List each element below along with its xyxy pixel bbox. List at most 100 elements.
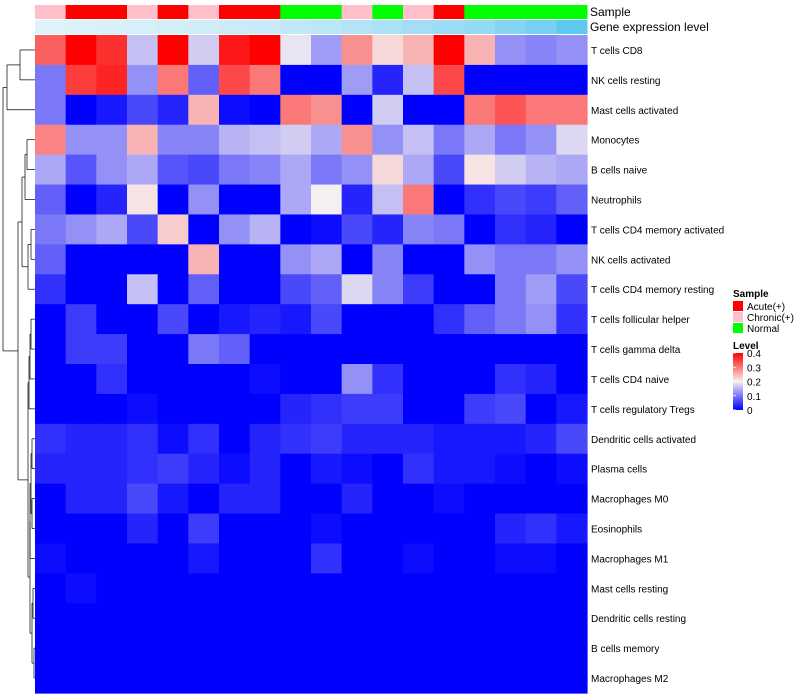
heatmap-cell	[525, 364, 557, 395]
heatmap-cell	[464, 663, 496, 694]
heatmap-cell	[219, 423, 251, 455]
heatmap-cell	[311, 154, 343, 186]
row-label: Plasma cells	[591, 465, 647, 476]
heatmap-cell	[127, 543, 159, 574]
heatmap-cell	[372, 64, 404, 96]
row-label: Macrophages M1	[591, 554, 669, 565]
heatmap-cell	[372, 154, 404, 186]
heatmap-cell	[341, 573, 373, 604]
heatmap-cell	[464, 184, 496, 216]
heatmap-cell	[556, 214, 588, 245]
heatmap-cell	[525, 393, 557, 425]
heatmap-cell	[249, 64, 281, 96]
heatmap-cell	[127, 513, 159, 545]
heatmap-cell	[341, 35, 373, 66]
heatmap-cell	[311, 334, 343, 365]
heatmap-cell	[311, 64, 343, 96]
heatmap-cell	[464, 304, 496, 335]
legend-swatch	[733, 301, 743, 311]
heatmap-cell	[280, 393, 312, 425]
heatmap-cell	[372, 304, 404, 335]
heatmap-cell	[525, 154, 557, 186]
heatmap-cell	[219, 543, 251, 574]
heatmap-cell	[249, 334, 281, 365]
heatmap-cell	[556, 663, 588, 694]
heatmap-cell	[127, 573, 159, 604]
heatmap-cell	[35, 364, 67, 395]
heatmap-cell	[464, 35, 496, 66]
heatmap-cell	[403, 423, 435, 455]
heatmap-cell	[35, 35, 67, 66]
sample-annotation-cell	[127, 5, 159, 19]
heatmap-cell	[341, 64, 373, 96]
heatmap-cell	[280, 633, 312, 664]
heatmap-cell	[403, 35, 435, 66]
heatmap-cell	[433, 423, 465, 455]
heatmap-cell	[127, 64, 159, 96]
heatmap-cell	[157, 214, 189, 245]
heatmap-cell	[525, 573, 557, 604]
heatmap-cell	[249, 423, 281, 455]
heatmap-cell	[311, 483, 343, 515]
heatmap-cell	[127, 244, 159, 275]
row-label: T cells follicular helper	[591, 315, 690, 326]
heatmap-cell	[341, 663, 373, 694]
heatmap-cell	[556, 274, 588, 305]
heatmap-cell	[525, 184, 557, 216]
gene-annotation-cell	[525, 20, 557, 34]
heatmap-cell	[495, 423, 527, 455]
heatmap-cell	[525, 334, 557, 365]
heatmap-cell	[556, 453, 588, 485]
heatmap-cell	[403, 334, 435, 365]
row-label: T cells gamma delta	[591, 345, 681, 356]
heatmap-cell	[157, 573, 189, 604]
sample-annotation-cell	[372, 5, 404, 19]
heatmap-cell	[96, 124, 128, 156]
sample-annotation-cell	[35, 5, 67, 19]
heatmap-cell	[219, 453, 251, 485]
heatmap-cell	[127, 94, 159, 126]
heatmap-cell	[341, 244, 373, 275]
heatmap-cell	[311, 35, 343, 66]
heatmap-cell	[280, 423, 312, 455]
heatmap-cell	[495, 513, 527, 545]
heatmap-cell	[219, 393, 251, 425]
heatmap-cell	[495, 35, 527, 66]
heatmap-cell	[35, 154, 67, 186]
legend-entry-label: Normal	[747, 324, 779, 335]
heatmap-cell	[372, 274, 404, 305]
heatmap-cell	[35, 94, 67, 126]
heatmap-cell	[525, 64, 557, 96]
heatmap-cell	[341, 214, 373, 245]
heatmap-cell	[525, 483, 557, 515]
heatmap-cell	[372, 453, 404, 485]
heatmap-cell	[280, 94, 312, 126]
gene-annotation-cell	[188, 20, 220, 34]
row-label: B cells naive	[591, 166, 648, 177]
heatmap-cell	[127, 423, 159, 455]
heatmap-cell	[311, 364, 343, 395]
heatmap-cell	[495, 573, 527, 604]
heatmap-cell	[464, 513, 496, 545]
heatmap-cell	[525, 633, 557, 664]
gene-annotation-cell	[280, 20, 312, 34]
heatmap-cell	[65, 304, 97, 335]
heatmap-cell	[249, 244, 281, 275]
heatmap-cell	[433, 513, 465, 545]
heatmap-cell	[311, 453, 343, 485]
row-label: Macrophages M0	[591, 495, 669, 506]
gene-annotation-label: Gene expression level	[590, 20, 709, 34]
heatmap-cell	[556, 154, 588, 186]
heatmap-cell	[525, 244, 557, 275]
heatmap-cell	[495, 304, 527, 335]
heatmap-cell	[219, 663, 251, 694]
heatmap-cell	[556, 603, 588, 634]
heatmap-cell	[464, 244, 496, 275]
heatmap-cell	[372, 603, 404, 634]
row-label: T cells CD8	[591, 46, 643, 57]
heatmap-cell	[495, 184, 527, 216]
heatmap-cell	[464, 423, 496, 455]
heatmap-cell	[464, 603, 496, 634]
heatmap-cell	[556, 184, 588, 216]
